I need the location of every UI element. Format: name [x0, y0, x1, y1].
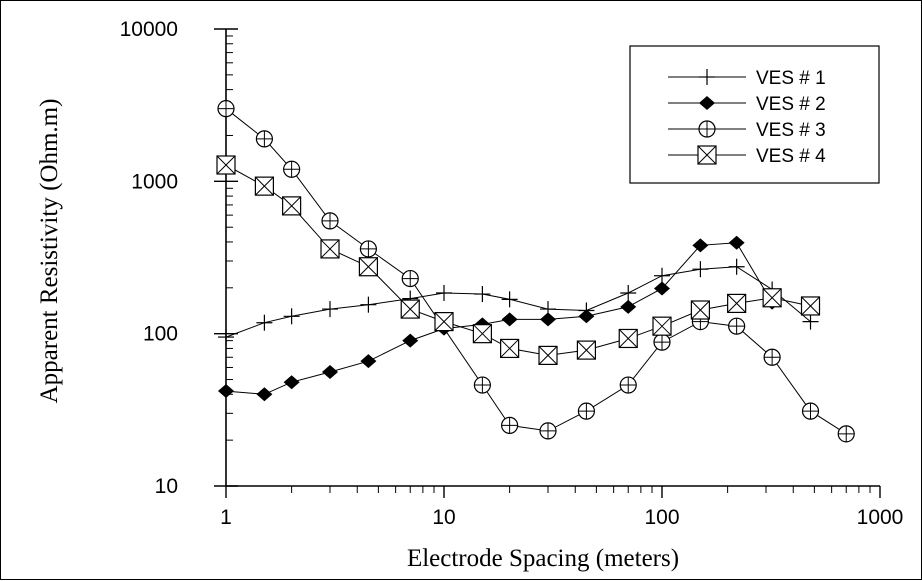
- data-point: [619, 376, 637, 394]
- data-point: [254, 176, 274, 196]
- data-point: [358, 257, 379, 277]
- data-point: [218, 329, 234, 346]
- data-point: [728, 258, 745, 275]
- data-point: [692, 238, 709, 253]
- data-point: [801, 402, 820, 420]
- data-point: [653, 333, 671, 351]
- x-tick-label: 1: [220, 506, 232, 529]
- data-point: [255, 130, 273, 148]
- data-point: [620, 299, 637, 314]
- legend-item: VES # 4: [668, 145, 826, 167]
- x-tick-label: 1000: [857, 506, 904, 529]
- data-point: [283, 160, 301, 178]
- data-point: [216, 155, 236, 175]
- x-tick-label: 100: [644, 506, 679, 529]
- data-point: [540, 312, 557, 327]
- data-point: [577, 402, 596, 420]
- data-point: [500, 338, 520, 359]
- data-point: [763, 348, 781, 366]
- x-axis-title: Electrode Spacing (meters): [407, 545, 679, 572]
- series-layer: [216, 100, 855, 443]
- data-point: [620, 284, 637, 301]
- data-point: [762, 288, 782, 308]
- x-tick-label: 10: [432, 506, 455, 529]
- y-axis-title: Apparent Resistivity (Ohm.m): [36, 99, 63, 404]
- legend-label: VES # 2: [756, 94, 826, 115]
- series-line: [225, 266, 811, 338]
- data-point: [473, 376, 491, 394]
- data-point: [283, 375, 300, 390]
- data-point: [436, 284, 452, 301]
- data-point: [538, 345, 558, 365]
- data-point: [802, 313, 819, 330]
- data-point: [501, 291, 518, 308]
- data-point: [360, 354, 377, 369]
- legend-marker: [698, 120, 716, 138]
- data-point: [472, 324, 492, 344]
- series-4: [216, 155, 821, 365]
- data-point: [539, 422, 557, 440]
- data-point: [692, 261, 709, 278]
- data-point: [576, 340, 597, 360]
- data-point: [652, 316, 672, 336]
- legend-marker: [699, 96, 715, 110]
- data-point: [690, 300, 710, 320]
- data-point: [283, 308, 300, 325]
- y-tick-label: 100: [143, 323, 178, 346]
- data-point: [401, 269, 419, 288]
- data-point: [282, 196, 302, 216]
- data-point: [322, 365, 339, 380]
- data-point: [618, 328, 638, 349]
- data-point: [320, 239, 340, 259]
- data-point: [728, 235, 745, 250]
- data-point: [402, 333, 419, 348]
- data-point: [474, 286, 491, 303]
- data-point: [727, 293, 747, 314]
- series-3: [217, 100, 855, 443]
- series-1: [218, 258, 819, 346]
- legend-item: VES # 3: [668, 120, 826, 141]
- series-line: [225, 164, 811, 356]
- legend-item: VES # 2: [668, 94, 826, 115]
- data-point: [321, 212, 339, 230]
- data-point: [501, 312, 518, 327]
- data-point: [578, 309, 595, 324]
- legend-label: VES # 1: [756, 68, 826, 89]
- data-point: [256, 387, 273, 402]
- y-tick-label: 1000: [131, 170, 178, 193]
- axes: 1 10 100 1000 10 100 1000 10000: [120, 18, 904, 529]
- series-line: [225, 242, 773, 395]
- legend-item: VES # 1: [668, 68, 826, 89]
- legend-label: VES # 4: [756, 146, 826, 167]
- data-point: [434, 312, 454, 332]
- data-point: [400, 299, 420, 319]
- legend-marker: [697, 145, 717, 165]
- data-point: [654, 267, 670, 284]
- y-tick-label: 10000: [120, 18, 178, 41]
- data-point: [322, 301, 339, 318]
- data-point: [728, 317, 746, 335]
- legend-box: [629, 45, 880, 184]
- data-point: [256, 314, 273, 331]
- legend-label: VES # 3: [756, 120, 826, 141]
- data-point: [218, 384, 234, 399]
- data-point: [654, 281, 670, 296]
- legend-marker: [699, 69, 715, 85]
- data-point: [800, 296, 821, 316]
- y-tick-label: 10: [155, 475, 178, 498]
- legend: VES # 1 VES # 2 VES # 3 VES # 4: [629, 45, 880, 184]
- data-point: [501, 416, 519, 434]
- data-point: [359, 240, 378, 258]
- data-point: [837, 425, 855, 443]
- data-point: [360, 296, 377, 313]
- data-point: [217, 100, 235, 118]
